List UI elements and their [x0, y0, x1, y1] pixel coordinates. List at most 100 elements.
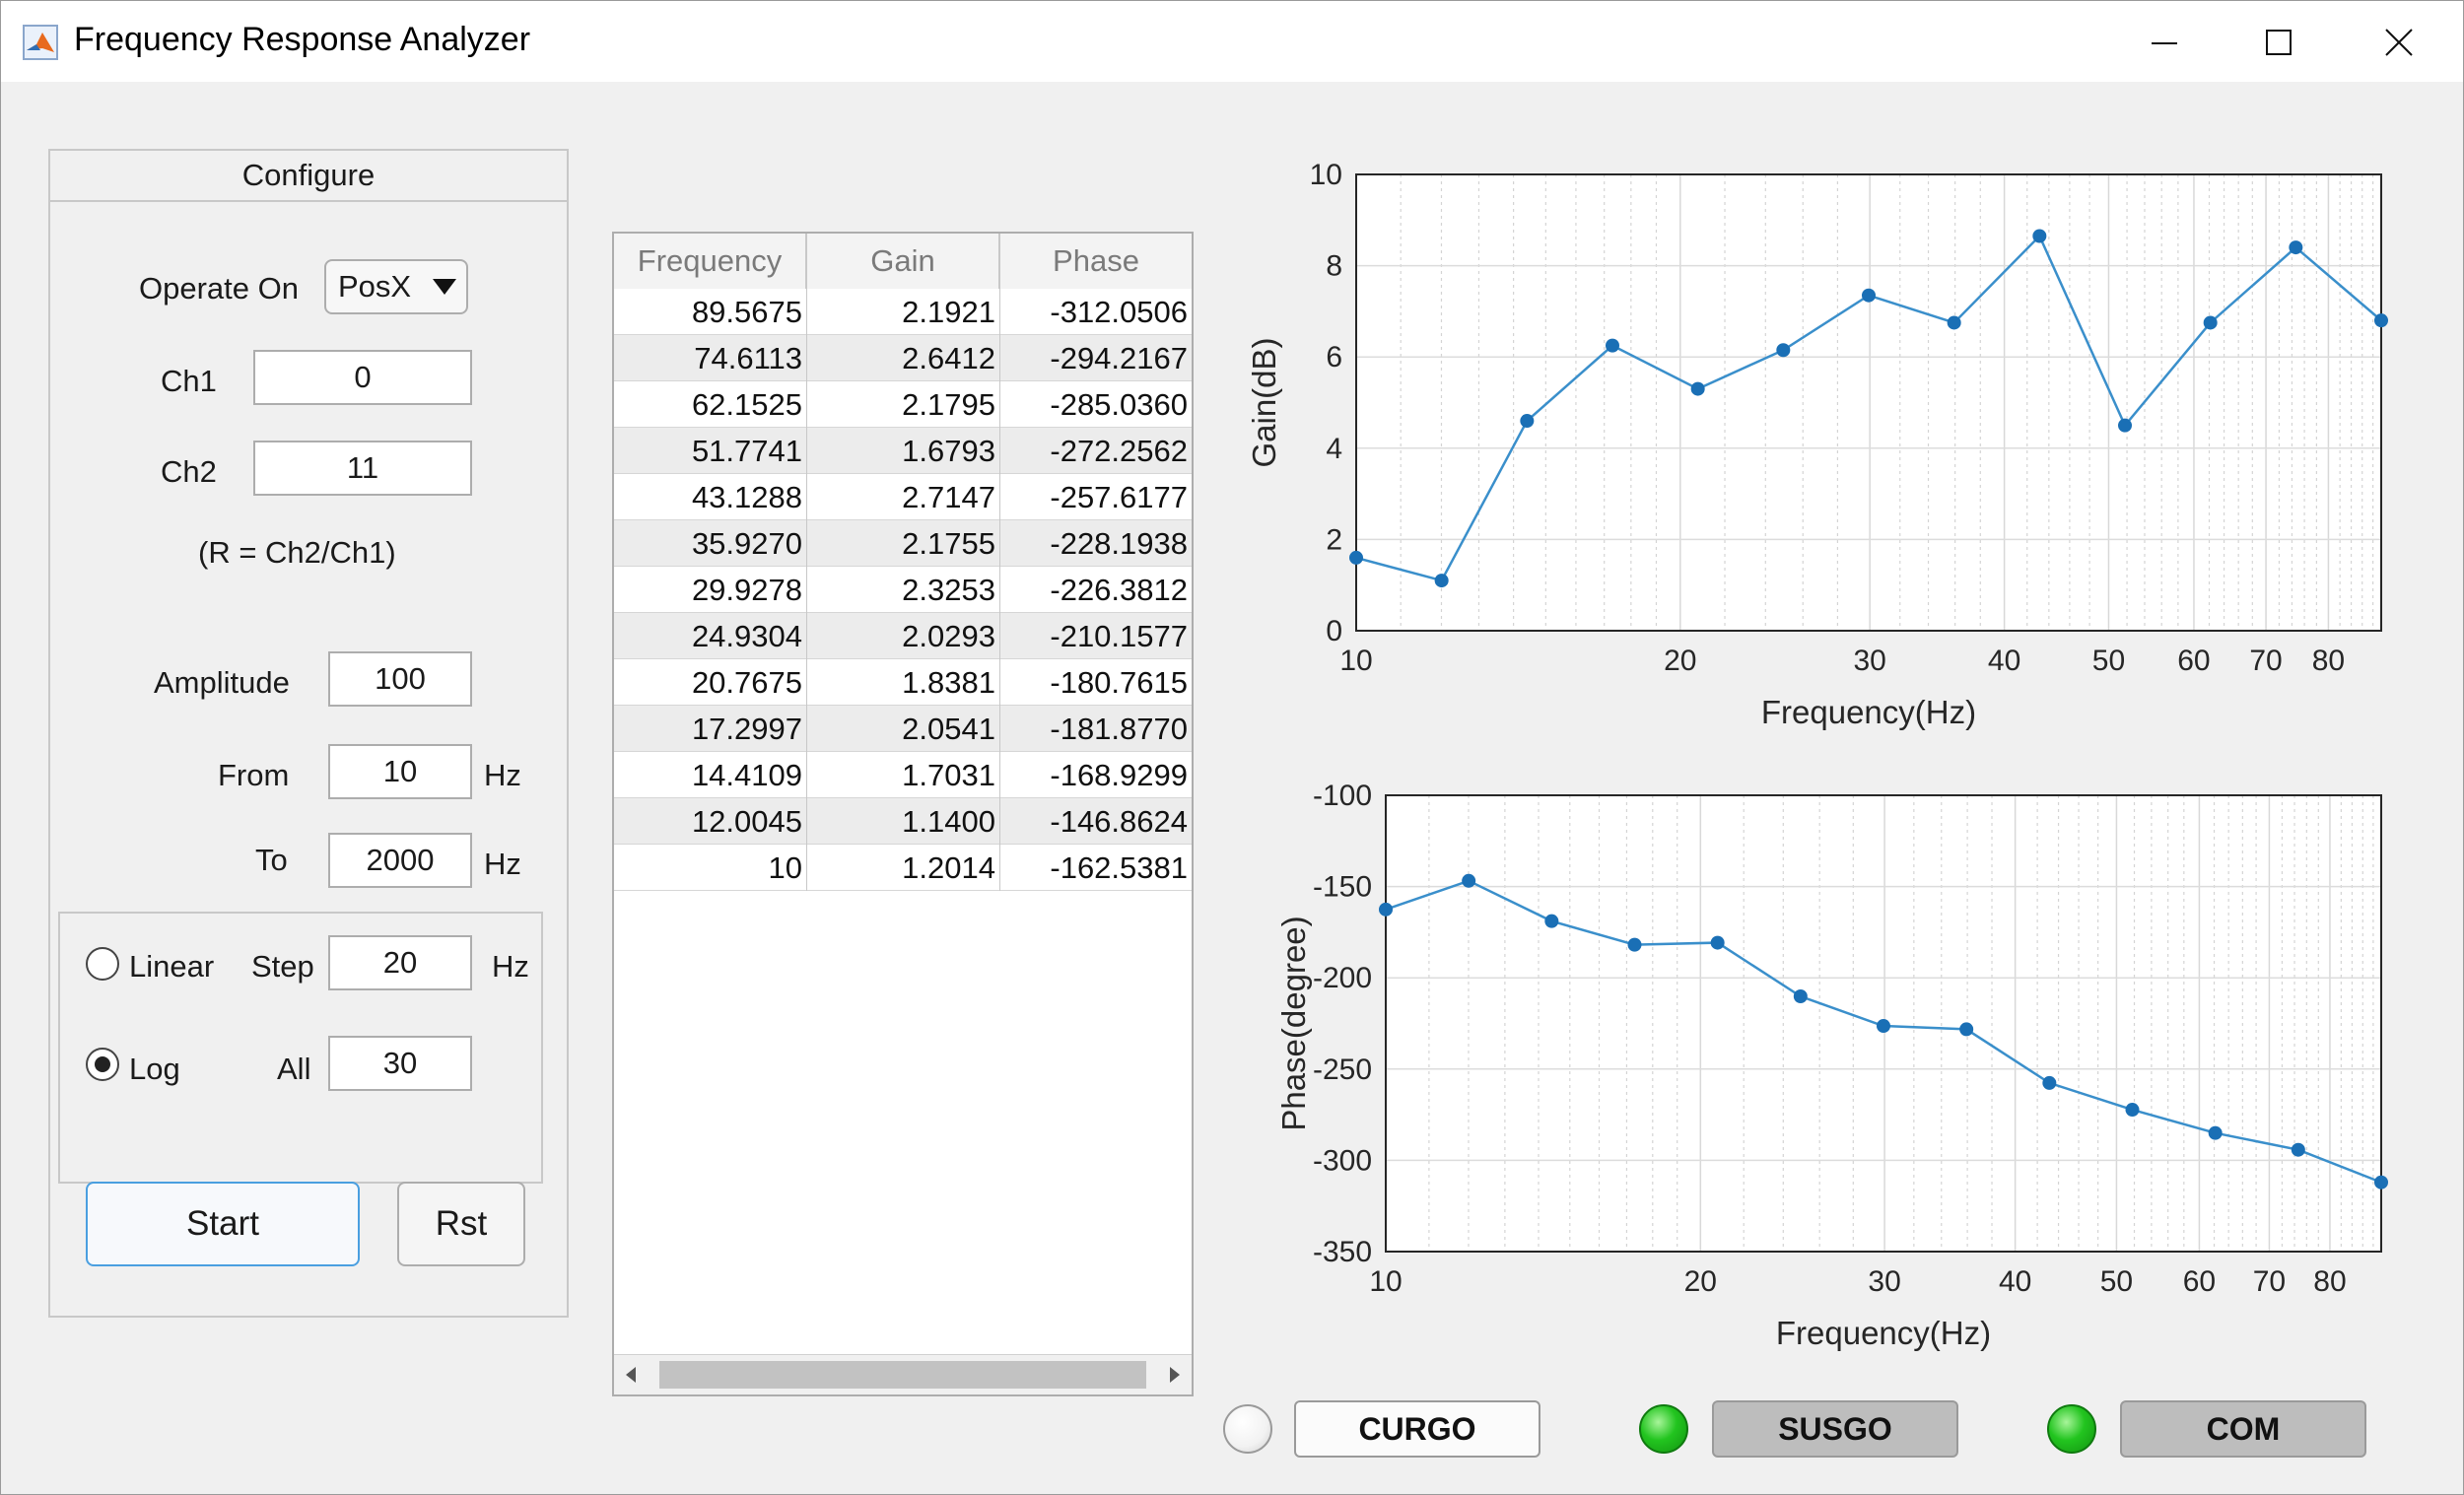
table-cell-gain[interactable]: 2.1755 — [807, 520, 1000, 567]
y-tick-label: 2 — [1326, 523, 1342, 556]
table-cell-frequency[interactable]: 62.1525 — [614, 381, 807, 428]
column-header-frequency[interactable]: Frequency — [614, 234, 807, 289]
linear-radio[interactable] — [86, 947, 119, 981]
table-row[interactable]: 24.9304 2.0293 -210.1577 — [614, 613, 1192, 659]
all-field[interactable]: 30 — [328, 1036, 472, 1091]
table-cell-frequency[interactable]: 35.9270 — [614, 520, 807, 567]
column-header-gain[interactable]: Gain — [807, 234, 1000, 289]
configure-panel: Configure — [48, 149, 569, 1318]
table-row[interactable]: 29.9278 2.3253 -226.3812 — [614, 567, 1192, 613]
table-cell-gain[interactable]: 2.0293 — [807, 613, 1000, 659]
table-cell-gain[interactable]: 1.2014 — [807, 845, 1000, 891]
scroll-right-icon[interactable] — [1168, 1367, 1180, 1383]
table-cell-frequency[interactable]: 14.4109 — [614, 752, 807, 798]
table-row[interactable]: 14.4109 1.7031 -168.9299 — [614, 752, 1192, 798]
data-point — [2032, 229, 2047, 243]
table-cell-phase[interactable]: -294.2167 — [1050, 340, 1188, 375]
results-table[interactable]: Frequency Gain Phase 89.5675 2.1921 -312.0… — [612, 232, 1194, 1396]
data-point — [2374, 313, 2388, 328]
table-row[interactable]: 62.1525 2.1795 -285.0360 — [614, 381, 1192, 428]
table-cell-gain[interactable]: 1.8381 — [807, 659, 1000, 706]
data-point — [1876, 1019, 1890, 1034]
table-cell-gain[interactable]: 2.0541 — [807, 706, 1000, 752]
data-point — [1776, 343, 1791, 358]
ch2-field[interactable]: 11 — [253, 441, 472, 496]
data-point — [1462, 873, 1476, 888]
from-field[interactable]: 10 — [328, 744, 472, 799]
table-cell-phase[interactable]: -181.8770 — [1050, 711, 1188, 746]
table-cell-frequency[interactable]: 74.6113 — [614, 335, 807, 381]
step-unit: Hz — [492, 949, 529, 984]
to-unit: Hz — [484, 847, 521, 881]
column-header-phase[interactable]: Phase — [1053, 243, 1139, 278]
minimize-button[interactable] — [2110, 11, 2219, 74]
table-row[interactable]: 10 1.2014 -162.5381 — [614, 845, 1192, 891]
scrollbar-thumb[interactable] — [659, 1361, 1146, 1389]
table-cell-phase[interactable]: -228.1938 — [1050, 525, 1188, 561]
log-radio[interactable] — [86, 1048, 119, 1081]
table-cell-frequency[interactable]: 29.9278 — [614, 567, 807, 613]
table-cell-gain[interactable]: 1.6793 — [807, 428, 1000, 474]
table-row[interactable]: 20.7675 1.8381 -180.7615 — [614, 659, 1192, 706]
operate-on-dropdown[interactable]: PosX — [324, 259, 468, 314]
horizontal-scrollbar[interactable] — [614, 1354, 1192, 1394]
table-cell-frequency[interactable]: 17.2997 — [614, 706, 807, 752]
x-tick-label: 70 — [2249, 645, 2282, 677]
table-cell-frequency[interactable]: 51.7741 — [614, 428, 807, 474]
table-cell-gain[interactable]: 2.1921 — [807, 289, 1000, 335]
ch1-label: Ch1 — [161, 364, 217, 398]
table-cell-phase[interactable]: -146.8624 — [1050, 803, 1188, 839]
data-point — [1690, 381, 1705, 396]
maximize-button[interactable] — [2224, 11, 2333, 74]
table-cell-phase[interactable]: -180.7615 — [1050, 664, 1188, 700]
data-point — [2125, 1103, 2140, 1118]
table-cell-phase[interactable]: -168.9299 — [1050, 757, 1188, 792]
table-cell-phase[interactable]: -272.2562 — [1050, 433, 1188, 468]
rst-button[interactable]: Rst — [397, 1182, 525, 1266]
data-point — [2208, 1125, 2223, 1140]
client-area: Configure Operate On PosX Ch1 0 Ch2 11 (… — [1, 82, 2463, 1494]
table-cell-gain[interactable]: 2.1795 — [807, 381, 1000, 428]
table-row[interactable]: 43.1288 2.7147 -257.6177 — [614, 474, 1192, 520]
amplitude-field[interactable]: 100 — [328, 651, 472, 707]
table-cell-phase[interactable]: -226.3812 — [1050, 572, 1188, 607]
table-cell-phase[interactable]: -162.5381 — [1050, 849, 1188, 885]
table-cell-phase[interactable]: -312.0506 — [1050, 294, 1188, 329]
table-row[interactable]: 17.2997 2.0541 -181.8770 — [614, 706, 1192, 752]
susgo-button[interactable]: SUSGO — [1712, 1400, 1958, 1458]
operate-on-value: PosX — [338, 269, 412, 304]
window-title: Frequency Response Analyzer — [74, 21, 531, 58]
to-field[interactable]: 2000 — [328, 833, 472, 888]
table-cell-gain[interactable]: 2.7147 — [807, 474, 1000, 520]
table-cell-gain[interactable]: 2.3253 — [807, 567, 1000, 613]
table-cell-gain[interactable]: 1.1400 — [807, 798, 1000, 845]
table-cell-frequency[interactable]: 89.5675 — [614, 289, 807, 335]
step-field[interactable]: 20 — [328, 935, 472, 990]
dropdown-arrow-icon — [433, 279, 456, 295]
close-button[interactable] — [2345, 11, 2453, 74]
table-row[interactable]: 51.7741 1.6793 -272.2562 — [614, 428, 1192, 474]
table-row[interactable]: 12.0045 1.1400 -146.8624 — [614, 798, 1192, 845]
table-row[interactable]: 89.5675 2.1921 -312.0506 — [614, 289, 1192, 335]
start-button[interactable]: Start — [86, 1182, 360, 1266]
table-cell-frequency[interactable]: 10 — [614, 845, 807, 891]
table-cell-gain[interactable]: 1.7031 — [807, 752, 1000, 798]
table-row[interactable]: 35.9270 2.1755 -228.1938 — [614, 520, 1192, 567]
table-cell-frequency[interactable]: 12.0045 — [614, 798, 807, 845]
x-tick-label: 40 — [1999, 1265, 2031, 1298]
data-point — [2117, 418, 2132, 433]
table-cell-frequency[interactable]: 24.9304 — [614, 613, 807, 659]
table-cell-gain[interactable]: 2.6412 — [807, 335, 1000, 381]
table-cell-phase[interactable]: -257.6177 — [1050, 479, 1188, 514]
table-row[interactable]: 74.6113 2.6412 -294.2167 — [614, 335, 1192, 381]
table-cell-frequency[interactable]: 43.1288 — [614, 474, 807, 520]
from-unit: Hz — [484, 758, 521, 792]
close-icon — [2385, 29, 2413, 56]
curgo-button[interactable]: CURGO — [1294, 1400, 1540, 1458]
table-cell-frequency[interactable]: 20.7675 — [614, 659, 807, 706]
table-cell-phase[interactable]: -210.1577 — [1050, 618, 1188, 653]
scroll-left-icon[interactable] — [626, 1367, 638, 1383]
ch1-field[interactable]: 0 — [253, 350, 472, 405]
table-cell-phase[interactable]: -285.0360 — [1050, 386, 1188, 422]
com-button[interactable]: COM — [2120, 1400, 2366, 1458]
